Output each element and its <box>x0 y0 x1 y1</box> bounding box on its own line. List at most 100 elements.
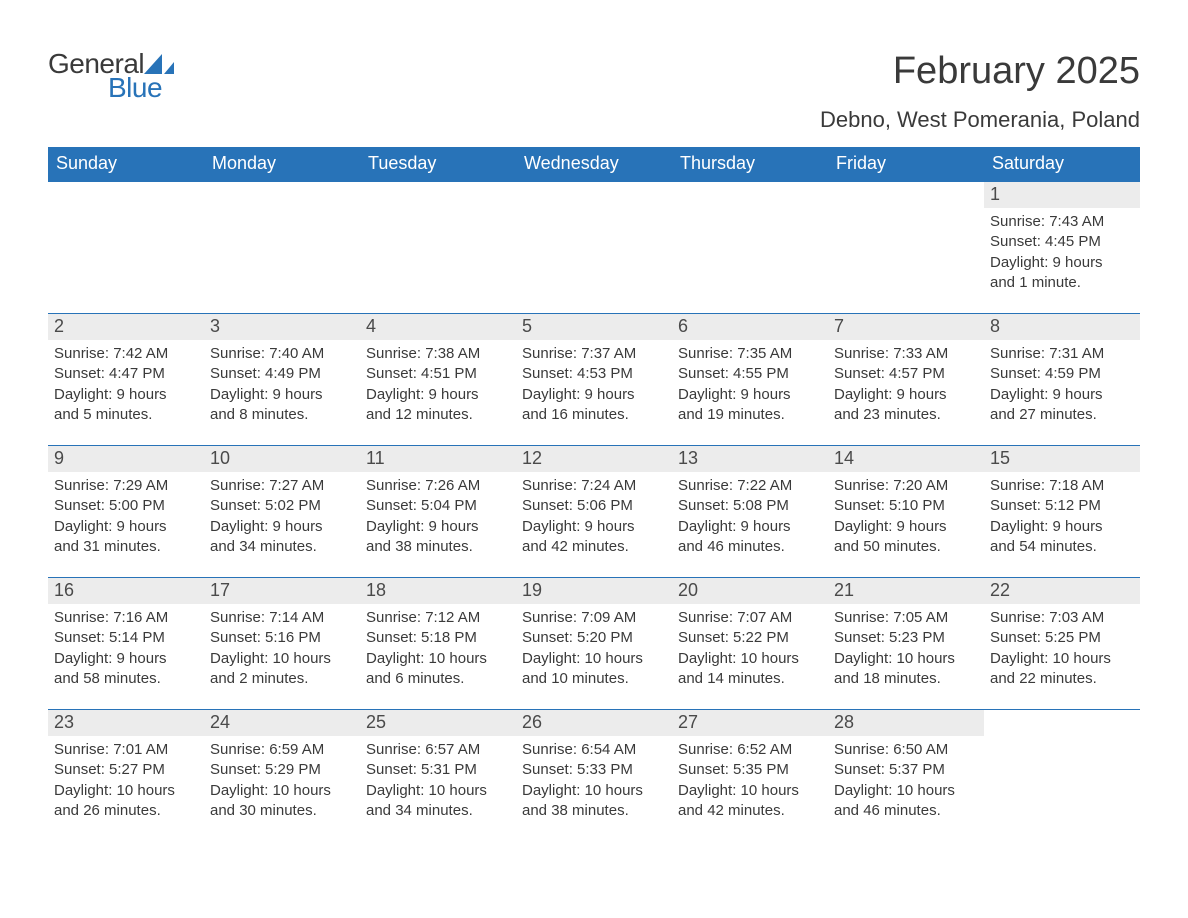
daylight-b-label: and 23 minutes. <box>834 405 978 425</box>
calendar-cell: 22Sunrise: 7:03 AMSunset: 5:25 PMDayligh… <box>984 578 1140 695</box>
day-info: Sunrise: 7:07 AMSunset: 5:22 PMDaylight:… <box>672 604 828 689</box>
week-row: 1Sunrise: 7:43 AMSunset: 4:45 PMDaylight… <box>48 182 1140 299</box>
sunset-label: Sunset: 5:18 PM <box>366 628 510 648</box>
daylight-b-label: and 54 minutes. <box>990 537 1134 557</box>
day-number: 10 <box>204 446 360 472</box>
sunset-label: Sunset: 5:04 PM <box>366 496 510 516</box>
day-header-friday: Friday <box>828 147 984 182</box>
sunrise-label: Sunrise: 7:18 AM <box>990 476 1134 496</box>
sunset-label: Sunset: 5:20 PM <box>522 628 666 648</box>
daylight-b-label: and 34 minutes. <box>366 801 510 821</box>
daylight-a-label: Daylight: 10 hours <box>834 649 978 669</box>
day-info: Sunrise: 7:33 AMSunset: 4:57 PMDaylight:… <box>828 340 984 425</box>
day-number: 28 <box>828 710 984 736</box>
calendar-cell: 2Sunrise: 7:42 AMSunset: 4:47 PMDaylight… <box>48 314 204 431</box>
daylight-b-label: and 26 minutes. <box>54 801 198 821</box>
sunrise-label: Sunrise: 7:37 AM <box>522 344 666 364</box>
calendar-cell <box>984 710 1140 827</box>
day-number: 11 <box>360 446 516 472</box>
daylight-b-label: and 42 minutes. <box>678 801 822 821</box>
day-number: 9 <box>48 446 204 472</box>
sunrise-label: Sunrise: 7:24 AM <box>522 476 666 496</box>
week-row: 9Sunrise: 7:29 AMSunset: 5:00 PMDaylight… <box>48 445 1140 563</box>
logo: General Blue <box>48 50 176 102</box>
calendar-cell: 13Sunrise: 7:22 AMSunset: 5:08 PMDayligh… <box>672 446 828 563</box>
calendar-cell: 18Sunrise: 7:12 AMSunset: 5:18 PMDayligh… <box>360 578 516 695</box>
day-header-thursday: Thursday <box>672 147 828 182</box>
week-row: 23Sunrise: 7:01 AMSunset: 5:27 PMDayligh… <box>48 709 1140 827</box>
daylight-b-label: and 12 minutes. <box>366 405 510 425</box>
sunset-label: Sunset: 5:16 PM <box>210 628 354 648</box>
sunset-label: Sunset: 5:23 PM <box>834 628 978 648</box>
sunset-label: Sunset: 5:22 PM <box>678 628 822 648</box>
week-row: 16Sunrise: 7:16 AMSunset: 5:14 PMDayligh… <box>48 577 1140 695</box>
calendar-cell: 17Sunrise: 7:14 AMSunset: 5:16 PMDayligh… <box>204 578 360 695</box>
sunset-label: Sunset: 4:59 PM <box>990 364 1134 384</box>
sunset-label: Sunset: 4:49 PM <box>210 364 354 384</box>
calendar-cell: 27Sunrise: 6:52 AMSunset: 5:35 PMDayligh… <box>672 710 828 827</box>
daylight-a-label: Daylight: 10 hours <box>678 649 822 669</box>
day-info: Sunrise: 7:14 AMSunset: 5:16 PMDaylight:… <box>204 604 360 689</box>
calendar-cell: 4Sunrise: 7:38 AMSunset: 4:51 PMDaylight… <box>360 314 516 431</box>
calendar-cell: 19Sunrise: 7:09 AMSunset: 5:20 PMDayligh… <box>516 578 672 695</box>
day-info: Sunrise: 7:42 AMSunset: 4:47 PMDaylight:… <box>48 340 204 425</box>
sunrise-label: Sunrise: 6:52 AM <box>678 740 822 760</box>
daylight-b-label: and 34 minutes. <box>210 537 354 557</box>
sunset-label: Sunset: 5:31 PM <box>366 760 510 780</box>
calendar-cell: 26Sunrise: 6:54 AMSunset: 5:33 PMDayligh… <box>516 710 672 827</box>
calendar-cell: 12Sunrise: 7:24 AMSunset: 5:06 PMDayligh… <box>516 446 672 563</box>
day-info: Sunrise: 7:09 AMSunset: 5:20 PMDaylight:… <box>516 604 672 689</box>
calendar-cell <box>360 182 516 299</box>
day-number: 8 <box>984 314 1140 340</box>
logo-text: General Blue <box>48 50 176 102</box>
day-info: Sunrise: 7:35 AMSunset: 4:55 PMDaylight:… <box>672 340 828 425</box>
calendar-cell: 7Sunrise: 7:33 AMSunset: 4:57 PMDaylight… <box>828 314 984 431</box>
day-number: 21 <box>828 578 984 604</box>
daylight-b-label: and 10 minutes. <box>522 669 666 689</box>
sunset-label: Sunset: 5:35 PM <box>678 760 822 780</box>
day-info: Sunrise: 7:16 AMSunset: 5:14 PMDaylight:… <box>48 604 204 689</box>
calendar-cell: 3Sunrise: 7:40 AMSunset: 4:49 PMDaylight… <box>204 314 360 431</box>
daylight-a-label: Daylight: 10 hours <box>990 649 1134 669</box>
sunrise-label: Sunrise: 7:43 AM <box>990 212 1134 232</box>
day-number: 13 <box>672 446 828 472</box>
logo-blue: Blue <box>108 74 176 102</box>
sunrise-label: Sunrise: 7:14 AM <box>210 608 354 628</box>
day-number: 23 <box>48 710 204 736</box>
day-number: 5 <box>516 314 672 340</box>
calendar-cell: 11Sunrise: 7:26 AMSunset: 5:04 PMDayligh… <box>360 446 516 563</box>
day-info: Sunrise: 7:24 AMSunset: 5:06 PMDaylight:… <box>516 472 672 557</box>
month-title: February 2025 <box>820 50 1140 93</box>
daylight-a-label: Daylight: 9 hours <box>990 253 1134 273</box>
day-info: Sunrise: 6:54 AMSunset: 5:33 PMDaylight:… <box>516 736 672 821</box>
day-number: 12 <box>516 446 672 472</box>
daylight-b-label: and 31 minutes. <box>54 537 198 557</box>
sunrise-label: Sunrise: 7:12 AM <box>366 608 510 628</box>
calendar-cell: 10Sunrise: 7:27 AMSunset: 5:02 PMDayligh… <box>204 446 360 563</box>
daylight-b-label: and 14 minutes. <box>678 669 822 689</box>
sunrise-label: Sunrise: 7:16 AM <box>54 608 198 628</box>
sunset-label: Sunset: 5:33 PM <box>522 760 666 780</box>
calendar-cell <box>672 182 828 299</box>
sunset-label: Sunset: 5:29 PM <box>210 760 354 780</box>
day-info: Sunrise: 6:57 AMSunset: 5:31 PMDaylight:… <box>360 736 516 821</box>
day-info: Sunrise: 7:38 AMSunset: 4:51 PMDaylight:… <box>360 340 516 425</box>
day-number: 15 <box>984 446 1140 472</box>
sunrise-label: Sunrise: 7:26 AM <box>366 476 510 496</box>
daylight-a-label: Daylight: 10 hours <box>210 649 354 669</box>
daylight-a-label: Daylight: 9 hours <box>210 385 354 405</box>
day-info: Sunrise: 6:50 AMSunset: 5:37 PMDaylight:… <box>828 736 984 821</box>
day-number: 27 <box>672 710 828 736</box>
calendar-cell: 16Sunrise: 7:16 AMSunset: 5:14 PMDayligh… <box>48 578 204 695</box>
daylight-b-label: and 58 minutes. <box>54 669 198 689</box>
sunrise-label: Sunrise: 7:40 AM <box>210 344 354 364</box>
day-info: Sunrise: 7:20 AMSunset: 5:10 PMDaylight:… <box>828 472 984 557</box>
day-info: Sunrise: 7:05 AMSunset: 5:23 PMDaylight:… <box>828 604 984 689</box>
day-number: 25 <box>360 710 516 736</box>
week-row: 2Sunrise: 7:42 AMSunset: 4:47 PMDaylight… <box>48 313 1140 431</box>
weeks-container: 1Sunrise: 7:43 AMSunset: 4:45 PMDaylight… <box>48 182 1140 827</box>
daylight-a-label: Daylight: 9 hours <box>678 517 822 537</box>
calendar-cell: 15Sunrise: 7:18 AMSunset: 5:12 PMDayligh… <box>984 446 1140 563</box>
daylight-b-label: and 8 minutes. <box>210 405 354 425</box>
calendar-cell: 14Sunrise: 7:20 AMSunset: 5:10 PMDayligh… <box>828 446 984 563</box>
